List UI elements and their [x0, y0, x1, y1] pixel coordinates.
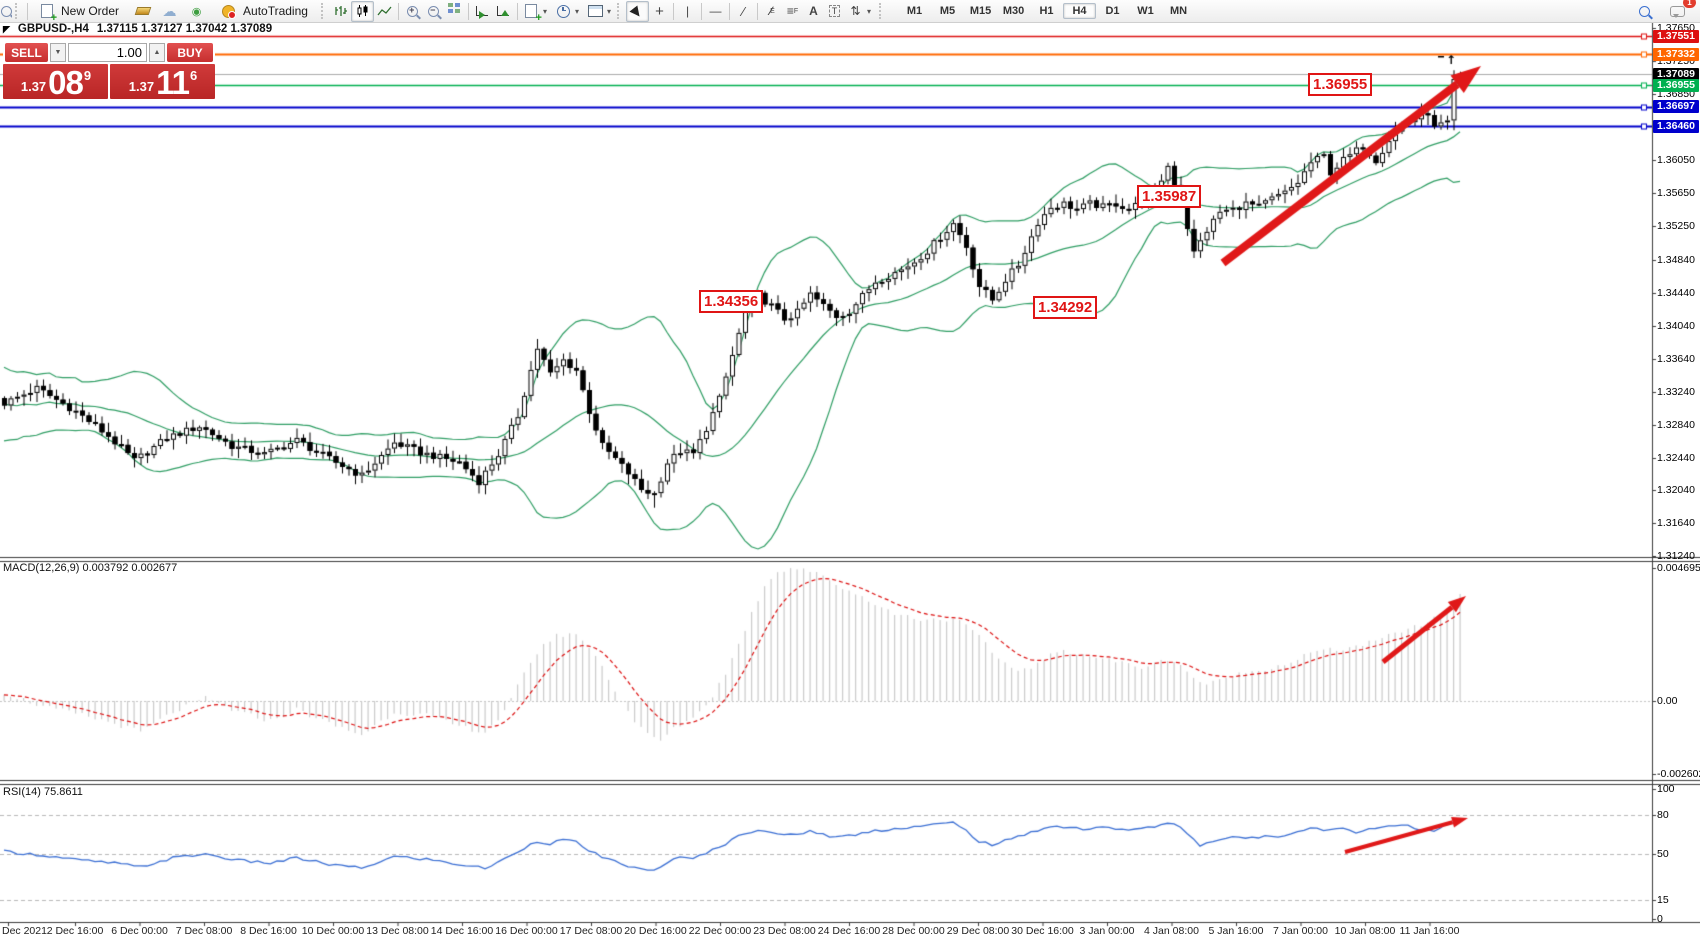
- volume-down-button[interactable]: ▼: [50, 43, 66, 62]
- toolbar-separator: [516, 2, 518, 20]
- text-label-icon[interactable]: T: [824, 2, 845, 21]
- autotrading-button[interactable]: AutoTrading: [213, 1, 313, 22]
- toolbar-separator: [757, 2, 758, 20]
- toolbar-separator: [397, 2, 399, 20]
- new-order-label: New Order: [61, 4, 120, 18]
- volume-input[interactable]: [68, 43, 147, 62]
- toolbar-separator: [701, 2, 702, 20]
- tf-m15[interactable]: M15: [969, 5, 992, 17]
- trendline-icon[interactable]: ∕: [742, 3, 745, 19]
- toolbar-separator: [673, 2, 674, 20]
- sell-price-big: 08: [48, 64, 84, 101]
- toolbar-grip: [617, 3, 623, 19]
- chart-title: GBPUSD-,H4: [17, 23, 89, 35]
- vertical-line-icon[interactable]: |: [685, 4, 690, 18]
- sell-button[interactable]: SELL: [5, 43, 48, 62]
- cloud-icon[interactable]: ☁: [162, 2, 177, 19]
- tf-h4[interactable]: H4: [1063, 3, 1097, 19]
- price-annotation[interactable]: 1.34292: [1033, 296, 1098, 319]
- periods-icon[interactable]: [553, 2, 574, 21]
- new-order-icon: +: [36, 2, 57, 23]
- zoom-in-icon[interactable]: +: [402, 2, 423, 21]
- auto-scroll-icon[interactable]: [493, 2, 514, 21]
- chart-header: ◤ GBPUSD-,H4 1.37115 1.37127 1.37042 1.3…: [3, 23, 272, 35]
- templates-icon[interactable]: [585, 2, 606, 21]
- autotrading-icon: [218, 2, 239, 21]
- sell-price-sup: 9: [83, 68, 92, 83]
- zoom-out-icon[interactable]: −: [423, 2, 444, 21]
- toolbar-right-group: 1: [1634, 0, 1696, 21]
- price-annotation[interactable]: 1.36955: [1308, 73, 1373, 96]
- buy-price-panel[interactable]: 1.37 11 6: [110, 64, 215, 99]
- toolbar-separator: [27, 2, 28, 20]
- crosshair-icon[interactable]: +: [655, 2, 664, 20]
- equidistant-channel-icon[interactable]: ∕∕ E: [770, 4, 774, 18]
- sell-price-prefix: 1.37: [20, 79, 47, 94]
- gold-bar-icon[interactable]: [132, 2, 153, 21]
- bar-chart-icon[interactable]: [330, 2, 351, 21]
- tf-m30[interactable]: M30: [1002, 5, 1025, 17]
- tf-d1[interactable]: D1: [1105, 5, 1120, 17]
- fibonacci-icon[interactable]: ≡ F: [786, 4, 799, 18]
- volume-up-button[interactable]: ▲: [149, 43, 165, 62]
- chart-ohlc: 1.37115 1.37127 1.37042 1.37089: [96, 23, 273, 35]
- toolbar-separator: [467, 2, 469, 20]
- tile-windows-icon[interactable]: [444, 2, 465, 21]
- horizontal-line-icon[interactable]: —: [709, 4, 722, 18]
- price-annotation[interactable]: 1.35987: [1137, 185, 1202, 208]
- rsi-label: RSI(14) 75.8611: [3, 786, 83, 798]
- templates-dropdown-icon[interactable]: ▾: [606, 6, 611, 16]
- price-annotation[interactable]: 1.34356: [699, 290, 764, 313]
- chart-window-icon: ◤: [3, 24, 10, 34]
- signal-icon[interactable]: ◉: [191, 5, 202, 18]
- left-partial-icon[interactable]: [0, 2, 12, 21]
- chart-shift-icon[interactable]: [472, 2, 493, 21]
- toolbar-grip: [879, 3, 885, 19]
- cursor-icon[interactable]: [626, 0, 649, 23]
- tf-m5[interactable]: M5: [939, 5, 956, 17]
- tf-h1[interactable]: H1: [1039, 5, 1054, 17]
- buy-price-sup: 6: [189, 68, 198, 83]
- notification-badge: 1: [1683, 0, 1696, 8]
- tf-mn[interactable]: MN: [1169, 5, 1188, 17]
- candlestick-chart-icon[interactable]: [350, 0, 374, 22]
- buy-button[interactable]: BUY: [167, 43, 213, 62]
- sell-price-panel[interactable]: 1.37 08 9: [3, 64, 108, 99]
- indicator-dropdown-icon[interactable]: ▾: [542, 6, 547, 16]
- tf-w1[interactable]: W1: [1137, 5, 1154, 17]
- chat-icon[interactable]: 1: [1667, 0, 1696, 21]
- new-order-button[interactable]: + New Order: [31, 1, 124, 23]
- buy-price-big: 11: [156, 64, 190, 101]
- one-click-trading-panel: SELL ▼ ▲ BUY 1.37 08 9 1.37 11 6: [3, 42, 215, 100]
- toolbar-separator: [729, 2, 730, 20]
- periods-dropdown-icon[interactable]: ▾: [574, 6, 579, 16]
- arrows-icon[interactable]: ⇅: [850, 4, 861, 18]
- macd-label: MACD(12,26,9) 0.003792 0.002677: [3, 562, 178, 574]
- autotrading-label: AutoTrading: [243, 4, 308, 18]
- add-indicator-icon[interactable]: +: [521, 2, 542, 23]
- line-chart-icon[interactable]: [374, 2, 395, 21]
- arrows-dropdown-icon[interactable]: ▾: [867, 6, 872, 16]
- main-toolbar: + New Order ☁ ◉ AutoTrading + − + ▾ ▾ ▾ …: [0, 0, 1700, 23]
- search-icon[interactable]: [1634, 2, 1655, 21]
- timeframe-group: M1 M5 M15 M30 H1 H4 D1 W1 MN: [898, 3, 1195, 19]
- text-icon[interactable]: A: [809, 4, 818, 18]
- toolbar-grip: [15, 3, 21, 19]
- toolbar-grip: [320, 3, 327, 19]
- tf-m1[interactable]: M1: [906, 5, 923, 17]
- buy-price-prefix: 1.37: [128, 79, 155, 94]
